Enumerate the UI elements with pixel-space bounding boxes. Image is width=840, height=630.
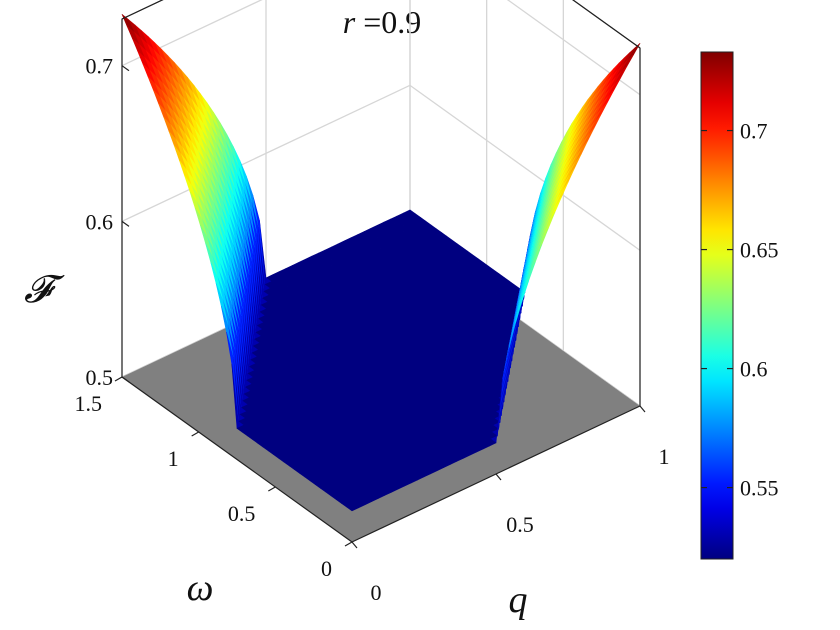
x-tick-mark bbox=[639, 405, 646, 413]
z-tick-label: 0.6 bbox=[86, 209, 114, 234]
z-tick-mark bbox=[121, 220, 130, 227]
x-tick-label: 1 bbox=[659, 444, 670, 469]
colorbar bbox=[700, 51, 734, 560]
y-tick-mark bbox=[268, 486, 276, 492]
y-tick-label: 0 bbox=[321, 556, 332, 581]
z-tick-mark bbox=[121, 376, 130, 383]
grid-line bbox=[121, 0, 263, 67]
surface-patch bbox=[346, 503, 359, 512]
z-tick-label: 0.5 bbox=[86, 365, 114, 390]
grid-line bbox=[506, 0, 641, 96]
box-edge bbox=[572, 0, 641, 49]
z-tick-mark bbox=[121, 65, 130, 72]
surface-mesh bbox=[121, 14, 641, 512]
colorbar-tick-label: 0.55 bbox=[740, 476, 779, 501]
x-tick-labels: 00.51 bbox=[371, 444, 670, 605]
colorbar-tick-label: 0.7 bbox=[740, 119, 768, 144]
surface-patch bbox=[627, 42, 641, 60]
axes-box bbox=[114, 0, 646, 549]
y-tick-label: 1 bbox=[168, 446, 179, 471]
box-edge bbox=[121, 376, 353, 543]
y-tick-mark bbox=[114, 376, 123, 382]
z-tick-labels: 0.5 0.6 0.7 bbox=[86, 54, 114, 390]
x-tick-mark bbox=[351, 541, 358, 549]
x-axis-title: q bbox=[509, 579, 528, 621]
y-tick-label: 1.5 bbox=[75, 391, 103, 416]
colorbar-tick-labels: 0.55 0.6 0.65 0.7 bbox=[701, 119, 779, 501]
y-tick-label: 0.5 bbox=[228, 501, 256, 526]
y-axis-title: ω bbox=[187, 567, 214, 609]
y-tick-mark bbox=[344, 541, 353, 547]
x-tick-mark bbox=[495, 473, 502, 481]
x-tick-label: 0 bbox=[371, 580, 382, 605]
y-tick-mark bbox=[191, 431, 199, 437]
colorbar-tick-label: 0.6 bbox=[740, 357, 768, 382]
colorbar-tick-label: 0.65 bbox=[740, 238, 779, 263]
grid-line bbox=[409, 84, 641, 251]
x-tick-label: 0.5 bbox=[506, 512, 534, 537]
z-tick-label: 0.7 bbox=[86, 54, 114, 79]
y-tick-labels: 0 0.5 1 1.5 bbox=[75, 391, 333, 581]
z-axis-title: 𝓕 bbox=[24, 269, 65, 311]
